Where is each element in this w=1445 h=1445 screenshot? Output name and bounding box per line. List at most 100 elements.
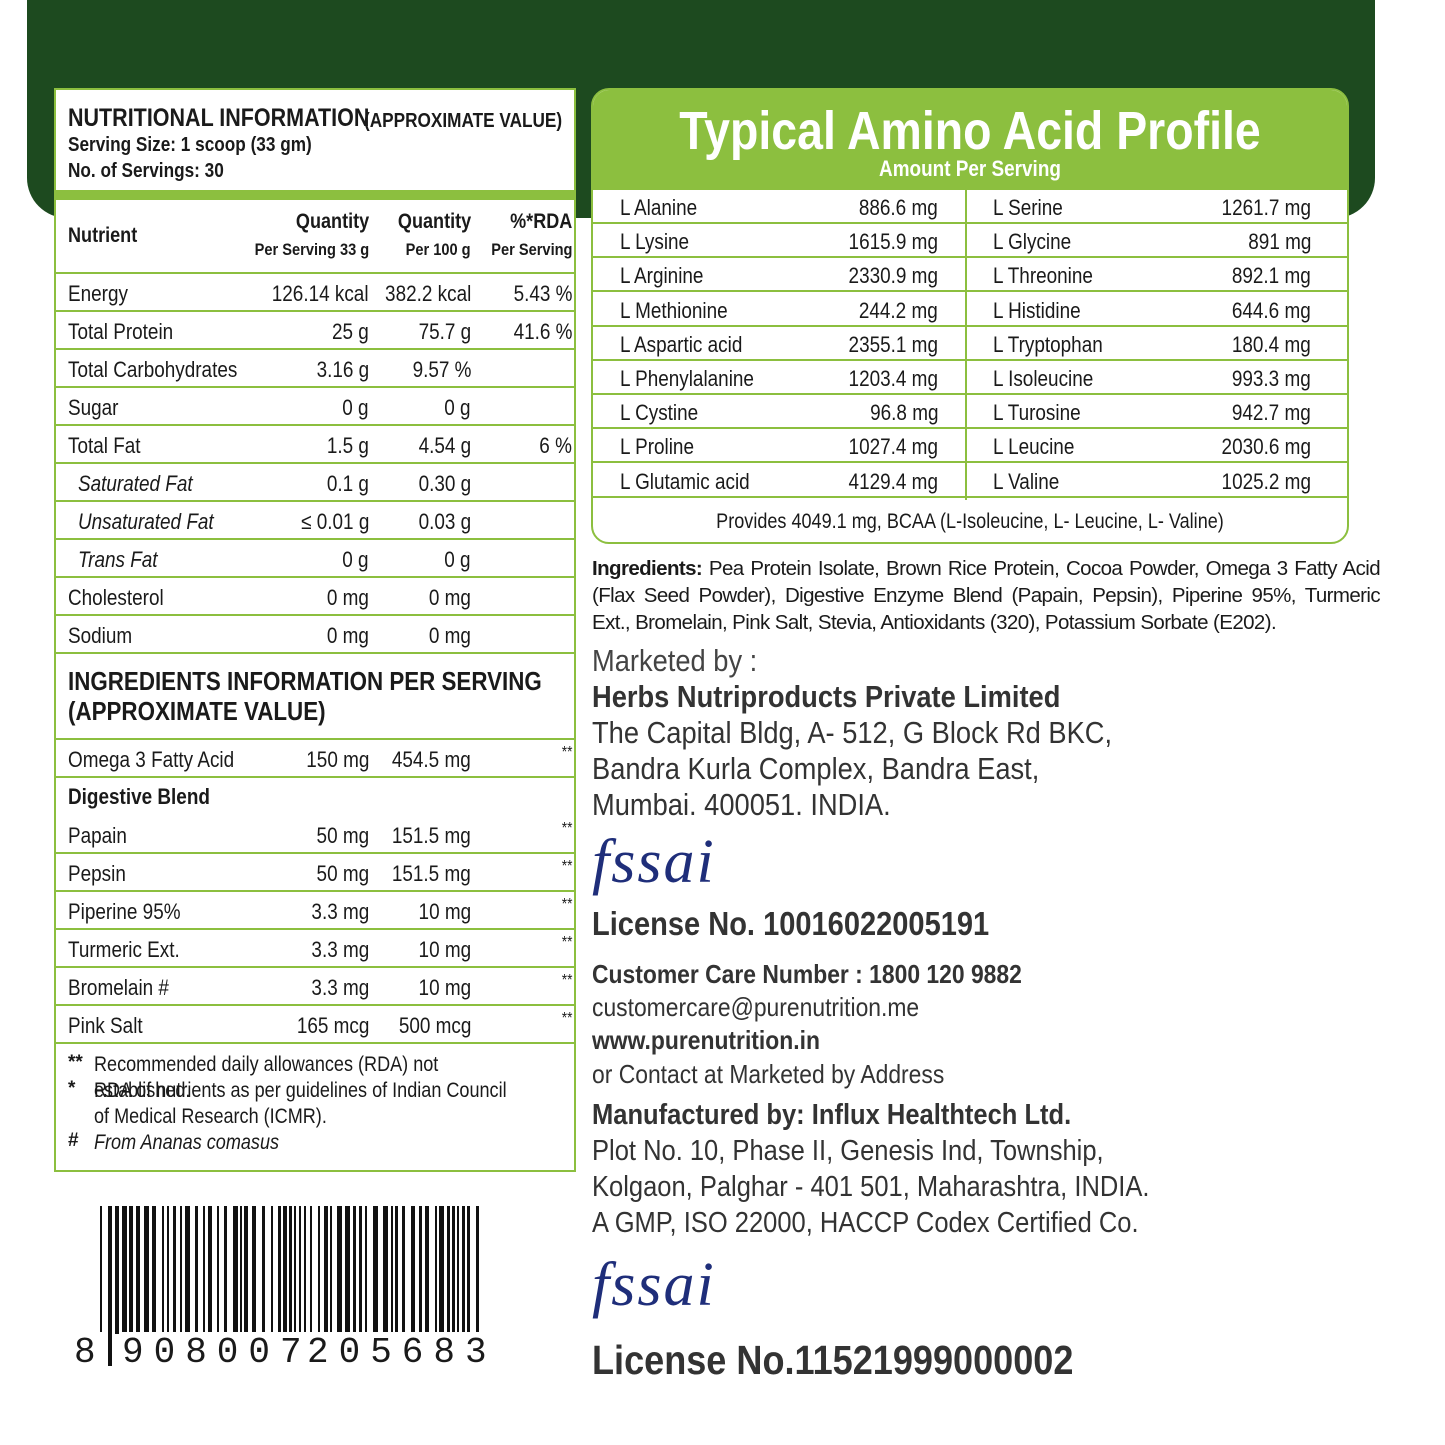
bar [435, 1206, 437, 1334]
ingredients-label: Ingredients: [592, 557, 703, 580]
amino-value: 886.6 mg [859, 195, 938, 220]
amino-value: 96.8 mg [869, 400, 938, 426]
bar [129, 1206, 133, 1334]
bar [100, 1206, 102, 1366]
title-note: (APPROXIMATE VALUE) [364, 110, 563, 132]
bar [439, 1206, 444, 1334]
bar [144, 1206, 149, 1334]
bar [467, 1206, 470, 1334]
cell: ** [561, 972, 572, 989]
cell: 150 mg [305, 747, 369, 772]
bar [324, 1206, 328, 1334]
header: Quantity [295, 210, 369, 233]
footnote: RDA of nutrients as per guidelines of In… [94, 1079, 507, 1128]
cell: 25 g [332, 319, 369, 344]
rule [56, 386, 574, 388]
cell: ** [561, 744, 572, 761]
rule [56, 310, 574, 312]
contact-alt: or Contact at Marketed by Address [592, 1059, 945, 1089]
rule [593, 461, 1347, 464]
rule [965, 190, 967, 500]
amino-title: Typical Amino Acid Profile [679, 101, 1261, 161]
cell: ** [561, 820, 572, 837]
address: Kolgaon, Palghar - 401 501, Maharashtra,… [592, 1171, 1150, 1203]
rule [56, 500, 574, 502]
cell: 0.1 g [326, 471, 369, 496]
rule [593, 222, 1347, 224]
rule [593, 358, 1347, 361]
bar [185, 1206, 190, 1334]
amino-value: 180.4 mg [1232, 331, 1311, 357]
license: License No.11521999000002 [592, 1337, 1074, 1383]
rule [56, 738, 574, 740]
cell: Cholesterol [68, 585, 164, 610]
ingredients-title: INGREDIENTS INFORMATION PER SERVING [68, 666, 542, 696]
cell: 151.5 mg [392, 823, 471, 848]
rule [56, 462, 574, 464]
amino-name: L Leucine [993, 434, 1075, 460]
rule [56, 348, 574, 350]
amino-value: 2355.1 mg [848, 331, 938, 357]
rule [56, 928, 574, 930]
address: Plot No. 10, Phase II, Genesis Ind, Town… [592, 1135, 1104, 1167]
rule [593, 495, 1347, 498]
cell: 500 mcg [398, 1013, 471, 1038]
rule [56, 576, 574, 578]
cell: 126.14 kcal [272, 281, 369, 306]
bar [271, 1206, 273, 1334]
bar [152, 1206, 156, 1334]
rule [56, 538, 574, 540]
cell: Piperine 95% [68, 899, 181, 924]
amino-name: L Lysine [620, 229, 690, 255]
bar [262, 1206, 265, 1334]
bar [173, 1206, 176, 1334]
bar [395, 1206, 398, 1334]
amino-name: L Turosine [993, 400, 1081, 426]
amino-subtitle: Amount Per Serving [879, 156, 1061, 181]
address: Bandra Kurla Complex, Bandra East, [592, 751, 1040, 786]
cell: Turmeric Ext. [68, 937, 180, 962]
bar [203, 1206, 205, 1334]
bar [240, 1206, 242, 1334]
amino-name: L Histidine [993, 297, 1081, 323]
bar [373, 1206, 378, 1334]
address: The Capital Bldg, A- 512, G Block Rd BKC… [592, 715, 1113, 750]
cell: 50 mg [316, 861, 369, 886]
cell: 0 mg [326, 585, 369, 610]
email: customercare@purenutrition.me [592, 992, 920, 1022]
bar [411, 1206, 415, 1334]
amino-note: Provides 4049.1 mg, BCAA (L-Isoleucine, … [716, 510, 1224, 533]
cell: Sugar [68, 395, 119, 420]
amino-name: L Threonine [993, 263, 1093, 289]
bar [136, 1206, 140, 1334]
footnote-mark: # [68, 1130, 79, 1151]
amino-value: 993.3 mg [1232, 366, 1311, 391]
ingredients-title-note: (APPROXIMATE VALUE) [68, 696, 326, 726]
divider [56, 190, 574, 200]
barcode-digits: 8 [72, 1332, 108, 1373]
web: www.purenutrition.in [592, 1025, 820, 1055]
marketed-label: Marketed by : [592, 643, 758, 678]
amino-name: L Isoleucine [993, 366, 1094, 391]
bar [447, 1206, 450, 1334]
bar [252, 1206, 256, 1334]
amino-value: 644.6 mg [1232, 297, 1311, 323]
amino-name: L Tryptophan [993, 331, 1103, 357]
bar [217, 1206, 219, 1334]
rule [56, 966, 574, 968]
bar [476, 1206, 479, 1366]
bar [180, 1206, 182, 1334]
cell: 10 mg [418, 937, 471, 962]
cell: Total Carbohydrates [68, 357, 238, 382]
care: Customer Care Number : 1800 120 9882 [592, 959, 1022, 989]
rule [56, 776, 574, 778]
amino-value: 2030.6 mg [1221, 434, 1311, 460]
bar [310, 1206, 312, 1334]
rule [56, 852, 574, 854]
bar [353, 1206, 356, 1334]
cell: 0 g [444, 547, 471, 572]
cell: 0 mg [428, 623, 471, 648]
ingredients-text: Pea Protein Isolate, Brown Rice Protein,… [592, 557, 1381, 634]
cell: Total Fat [68, 433, 141, 458]
